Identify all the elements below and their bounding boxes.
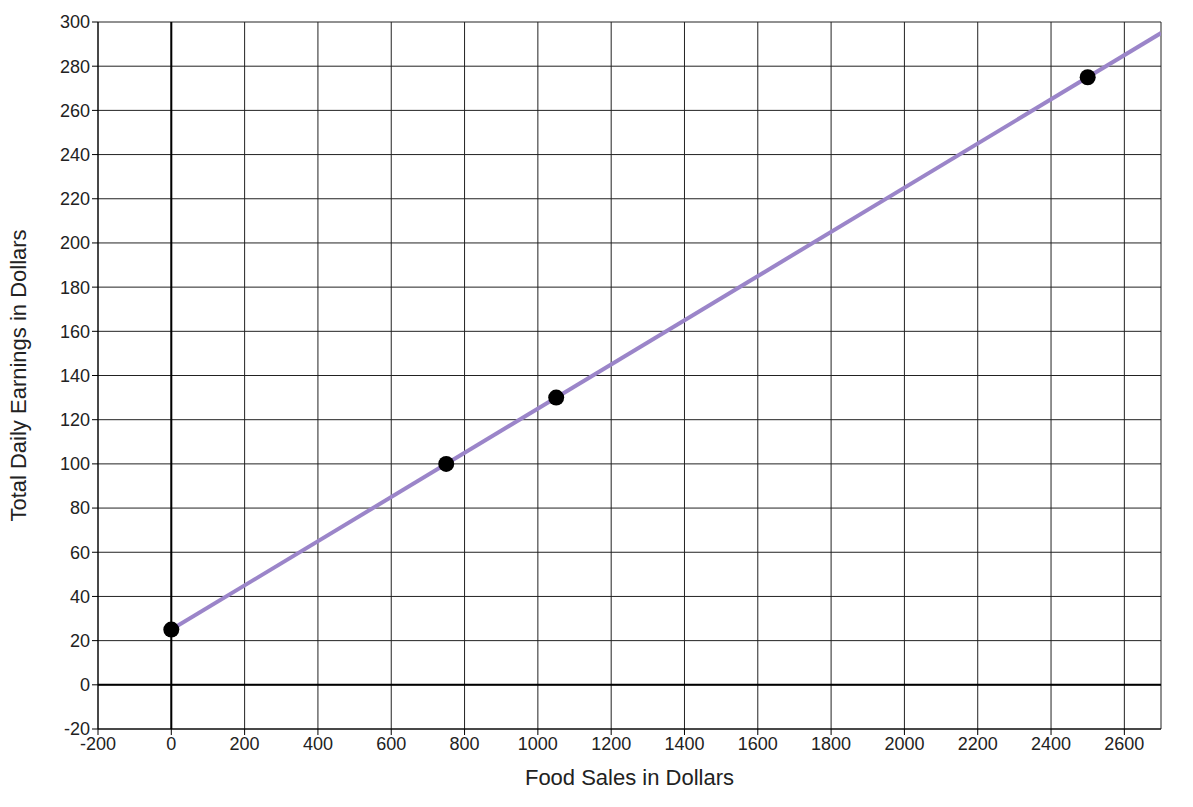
svg-text:800: 800 [450,734,480,754]
svg-text:120: 120 [60,410,90,430]
svg-text:Total Daily Earnings in Dollar: Total Daily Earnings in Dollars [8,229,31,521]
svg-text:400: 400 [303,734,333,754]
svg-text:0: 0 [166,734,176,754]
svg-text:-20: -20 [64,719,90,739]
svg-text:2200: 2200 [958,734,998,754]
svg-text:1200: 1200 [591,734,631,754]
svg-text:2600: 2600 [1104,734,1144,754]
svg-text:1400: 1400 [664,734,704,754]
svg-text:1000: 1000 [518,734,558,754]
svg-text:Food Sales in Dollars: Food Sales in Dollars [525,765,734,790]
svg-text:240: 240 [60,145,90,165]
svg-text:2000: 2000 [884,734,924,754]
svg-text:60: 60 [70,543,90,563]
svg-text:600: 600 [376,734,406,754]
svg-text:280: 280 [60,57,90,77]
svg-text:-200: -200 [80,733,116,754]
svg-text:0: 0 [80,675,90,695]
svg-text:40: 40 [70,587,90,607]
svg-text:1600: 1600 [738,734,778,754]
svg-text:300: 300 [60,12,90,32]
svg-text:100: 100 [60,454,90,474]
svg-text:200: 200 [230,734,260,754]
svg-text:140: 140 [60,366,90,386]
svg-text:220: 220 [60,189,90,209]
svg-text:260: 260 [60,101,90,121]
svg-text:160: 160 [60,322,90,342]
svg-text:200: 200 [60,233,90,253]
svg-text:180: 180 [60,278,90,298]
svg-text:2400: 2400 [1031,734,1071,754]
svg-text:1800: 1800 [811,734,851,754]
svg-text:20: 20 [70,631,90,651]
svg-text:80: 80 [70,498,90,518]
